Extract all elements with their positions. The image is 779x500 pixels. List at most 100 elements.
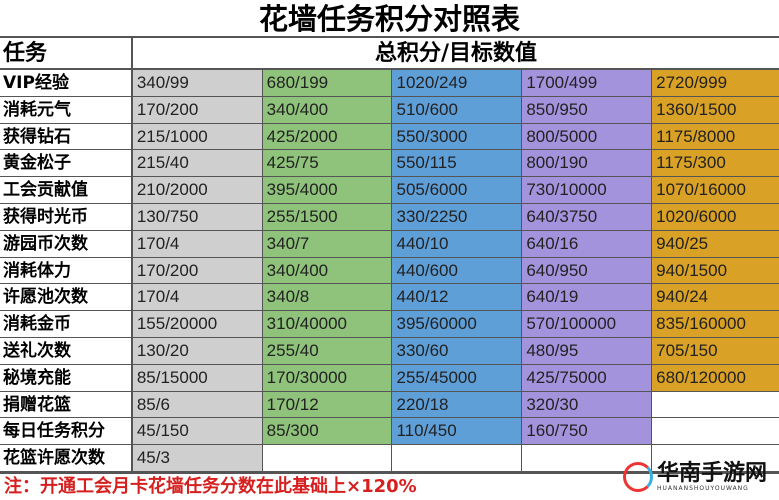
score-cell-tier1: 85/15000	[132, 364, 263, 391]
table-row: 每日任务积分 45/150 85/300 110/450 160/750	[0, 418, 779, 446]
table-row: 花篮许愿次数 45/3	[0, 445, 779, 472]
score-cell-tier2: 340/8	[262, 284, 393, 311]
score-cell-tier2: 310/40000	[262, 311, 393, 337]
page-title: 花墙任务积分对照表	[0, 0, 779, 38]
score-cell-tier3: 440/12	[392, 284, 523, 311]
score-cell-tier5: 680/120000	[652, 364, 779, 391]
score-cell-tier1: 340/99	[132, 70, 263, 96]
score-cell-tier5: 1070/16000	[652, 177, 779, 203]
table-row: 捐赠花篮 85/6 170/12 220/18 320/30	[0, 391, 779, 419]
score-cell-tier1: 45/3	[132, 445, 263, 471]
score-cell-tier2: 680/199	[262, 70, 393, 96]
logo-sub: HUANANSHOUYOUWANG	[656, 484, 749, 492]
score-cell-tier2: 255/1500	[262, 203, 393, 230]
task-name: 送礼次数	[0, 337, 133, 364]
logo-icon	[622, 462, 653, 492]
score-cell-tier5	[652, 391, 779, 418]
table-row: 工会贡献值 210/2000 395/4000 505/6000 730/10000 10…	[0, 177, 779, 204]
score-cell-tier4: 640/16	[522, 230, 653, 257]
score-cell-tier1: 210/2000	[132, 177, 263, 203]
score-cell-tier4: 800/190	[522, 150, 653, 177]
score-cell-tier5: 1360/1500	[652, 96, 779, 123]
score-cell-tier3: 440/10	[392, 230, 523, 257]
score-cell-tier4: 160/750	[522, 418, 653, 445]
score-cell-tier5	[652, 418, 779, 445]
score-cell-tier1: 130/750	[132, 203, 263, 230]
score-cell-tier5: 1175/8000	[652, 123, 779, 150]
score-cell-tier2: 340/7	[262, 230, 393, 257]
score-cell-tier3: 510/600	[392, 96, 523, 123]
task-name: 花篮许愿次数	[0, 445, 133, 471]
score-cell-tier5: 940/1500	[652, 257, 779, 284]
score-cell-tier5: 940/25	[652, 230, 779, 257]
task-name: VIP经验	[0, 70, 133, 96]
score-cell-tier3: 505/6000	[392, 177, 523, 203]
score-cell-tier4: 320/30	[522, 391, 653, 418]
task-name: 消耗金币	[0, 311, 133, 337]
score-cell-tier2	[262, 445, 393, 471]
task-name: 许愿池次数	[0, 284, 133, 311]
task-name: 获得钻石	[0, 123, 133, 150]
score-cell-tier2: 425/75	[262, 150, 393, 177]
score-cell-tier3: 220/18	[392, 391, 523, 418]
score-cell-tier4: 800/5000	[522, 123, 653, 150]
score-cell-tier2: 395/4000	[262, 177, 393, 203]
score-cell-tier2: 425/2000	[262, 123, 393, 150]
score-cell-tier2: 170/12	[262, 391, 393, 418]
score-cell-tier2: 340/400	[262, 96, 393, 123]
score-cell-tier1: 170/200	[132, 257, 263, 284]
score-cell-tier3: 395/60000	[392, 311, 523, 337]
task-name: 捐赠花篮	[0, 391, 133, 418]
score-cell-tier1: 155/20000	[132, 311, 263, 337]
table-row: 消耗元气 170/200 340/400 510/600 850/950 1360/150…	[0, 96, 779, 124]
score-cell-tier5: 835/160000	[652, 311, 779, 337]
score-cell-tier1: 215/40	[132, 150, 263, 177]
score-cell-tier2: 255/40	[262, 337, 393, 364]
score-cell-tier1: 85/6	[132, 391, 263, 418]
table-row: 获得钻石 215/1000 425/2000 550/3000 800/5000 1175…	[0, 123, 779, 151]
score-cell-tier1: 215/1000	[132, 123, 263, 150]
table-row: 许愿池次数 170/4 340/8 440/12 640/19 940/24	[0, 284, 779, 312]
score-cell-tier4: 640/950	[522, 257, 653, 284]
score-cell-tier3: 1020/249	[392, 70, 523, 96]
score-cell-tier1: 130/20	[132, 337, 263, 364]
score-cell-tier4: 480/95	[522, 337, 653, 364]
header-task: 任务	[0, 38, 133, 68]
task-name: 黄金松子	[0, 150, 133, 177]
score-cell-tier3: 440/600	[392, 257, 523, 284]
score-cell-tier4: 570/100000	[522, 311, 653, 337]
score-cell-tier5: 940/24	[652, 284, 779, 311]
score-cell-tier3: 550/3000	[392, 123, 523, 150]
score-cell-tier5: 1020/6000	[652, 203, 779, 230]
score-cell-tier4: 640/19	[522, 284, 653, 311]
logo-name: 华南手游网	[656, 460, 767, 486]
score-cell-tier3: 330/60	[392, 337, 523, 364]
score-cell-tier4: 640/3750	[522, 203, 653, 230]
header-score: 总积分/目标数值	[374, 41, 538, 66]
score-table: VIP经验 340/99 680/199 1020/249 1700/499 2720/9…	[0, 70, 779, 472]
task-name: 消耗体力	[0, 257, 133, 284]
score-cell-tier4: 1700/499	[522, 70, 653, 96]
score-cell-tier1: 170/4	[132, 230, 263, 257]
task-name: 游园币次数	[0, 230, 133, 257]
table-row: VIP经验 340/99 680/199 1020/249 1700/499 2720/9…	[0, 70, 779, 97]
table-row: 消耗金币 155/20000 310/40000 395/60000 570/10000…	[0, 311, 779, 338]
task-name: 工会贡献值	[0, 177, 133, 203]
score-cell-tier3: 330/2250	[392, 203, 523, 230]
task-name: 每日任务积分	[0, 418, 133, 445]
score-cell-tier3: 110/450	[392, 418, 523, 445]
score-cell-tier4: 850/950	[522, 96, 653, 123]
score-cell-tier2: 340/400	[262, 257, 393, 284]
score-cell-tier1: 45/150	[132, 418, 263, 445]
score-cell-tier4: 730/10000	[522, 177, 653, 203]
score-cell-tier5	[652, 445, 779, 471]
score-cell-tier5: 1175/300	[652, 150, 779, 177]
score-cell-tier4: 425/75000	[522, 364, 653, 391]
table-row: 送礼次数 130/20 255/40 330/60 480/95 705/150	[0, 337, 779, 365]
task-name: 获得时光币	[0, 203, 133, 230]
table-header: 任务 总积分/目标数值	[0, 38, 779, 70]
table-row: 黄金松子 215/40 425/75 550/115 800/190 1175/300	[0, 150, 779, 178]
task-name: 消耗元气	[0, 96, 133, 123]
watermark-logo: 华南手游网 HUANANSHOUYOUWANG	[622, 460, 767, 492]
score-cell-tier2: 85/300	[262, 418, 393, 445]
